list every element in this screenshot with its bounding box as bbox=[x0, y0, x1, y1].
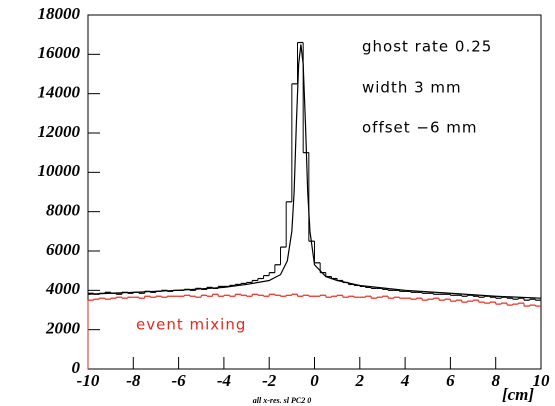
y-tick-label: 0 bbox=[72, 358, 81, 377]
y-tick-label: 2000 bbox=[45, 319, 81, 338]
x-tick-label: 8 bbox=[491, 371, 500, 390]
x-tick-label: -8 bbox=[126, 371, 141, 390]
x-tick-label: -4 bbox=[217, 371, 231, 390]
x-tick-label: 10 bbox=[533, 371, 551, 390]
series-label: event mixing bbox=[136, 316, 246, 334]
y-tick-label: 4000 bbox=[45, 279, 81, 298]
x-tick-label: -6 bbox=[172, 371, 187, 390]
x-axis-label: [cm] bbox=[502, 385, 534, 404]
annotation: width 3 mm bbox=[362, 79, 462, 97]
y-tick-label: 12000 bbox=[38, 122, 81, 141]
x-tick-label: 0 bbox=[310, 371, 319, 390]
x-tick-label: 2 bbox=[355, 371, 365, 390]
annotation: offset −6 mm bbox=[362, 119, 478, 137]
x-tick-label: 4 bbox=[400, 371, 410, 390]
y-tick-label: 18000 bbox=[38, 4, 81, 23]
x-tick-label: -10 bbox=[77, 371, 100, 390]
fit-curve bbox=[87, 44, 542, 299]
y-tick-label: 10000 bbox=[38, 161, 81, 180]
x-tick-label: -2 bbox=[262, 371, 277, 390]
y-tick-label: 16000 bbox=[38, 43, 81, 62]
y-tick-label: 14000 bbox=[38, 83, 81, 102]
y-tick-label: 8000 bbox=[46, 201, 81, 220]
x-tick-label: 6 bbox=[446, 371, 455, 390]
footnote: all x-res. sl PC2 0 bbox=[253, 396, 311, 405]
y-tick-label: 6000 bbox=[46, 240, 81, 259]
annotation: ghost rate 0.25 bbox=[362, 38, 492, 56]
